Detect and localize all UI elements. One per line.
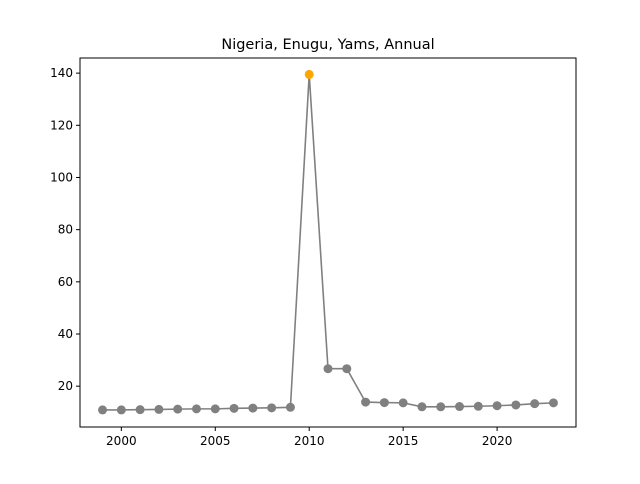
x-tick-label: 2015 bbox=[388, 434, 419, 448]
data-point bbox=[154, 404, 164, 414]
data-point bbox=[548, 398, 558, 408]
data-point bbox=[455, 402, 465, 412]
y-tick-label: 40 bbox=[58, 327, 73, 341]
data-point bbox=[511, 400, 521, 410]
data-point bbox=[379, 398, 389, 408]
data-point bbox=[342, 364, 352, 374]
data-point bbox=[361, 397, 371, 407]
chart-title: Nigeria, Enugu, Yams, Annual bbox=[221, 37, 434, 53]
data-point bbox=[135, 405, 145, 415]
y-tick-label: 140 bbox=[50, 66, 73, 80]
data-point bbox=[473, 401, 483, 411]
y-tick-label: 100 bbox=[50, 170, 73, 184]
data-point bbox=[210, 404, 220, 414]
y-tick-label: 80 bbox=[58, 223, 73, 237]
x-tick-label: 2005 bbox=[200, 434, 231, 448]
data-point bbox=[323, 364, 333, 374]
data-point bbox=[530, 399, 540, 409]
y-tick-label: 60 bbox=[58, 275, 73, 289]
y-tick-label: 20 bbox=[58, 379, 73, 393]
data-point bbox=[116, 405, 126, 415]
data-point bbox=[229, 403, 239, 413]
series-polyline bbox=[102, 74, 554, 411]
highlighted-data-point bbox=[304, 69, 314, 79]
data-point bbox=[436, 402, 446, 412]
data-point bbox=[173, 404, 183, 414]
data-point bbox=[248, 403, 258, 413]
data-point bbox=[267, 403, 277, 413]
data-points bbox=[98, 69, 558, 415]
data-point bbox=[285, 402, 295, 412]
data-point bbox=[191, 404, 201, 414]
data-point bbox=[398, 398, 408, 408]
series-line bbox=[102, 74, 554, 411]
data-point bbox=[417, 402, 427, 412]
x-tick-label: 2020 bbox=[482, 434, 513, 448]
plot-area-frame bbox=[79, 57, 577, 428]
data-point bbox=[98, 405, 108, 415]
data-point bbox=[492, 401, 502, 411]
x-tick-label: 2000 bbox=[106, 434, 137, 448]
y-tick-label: 120 bbox=[50, 118, 73, 132]
x-tick-label: 2010 bbox=[294, 434, 325, 448]
